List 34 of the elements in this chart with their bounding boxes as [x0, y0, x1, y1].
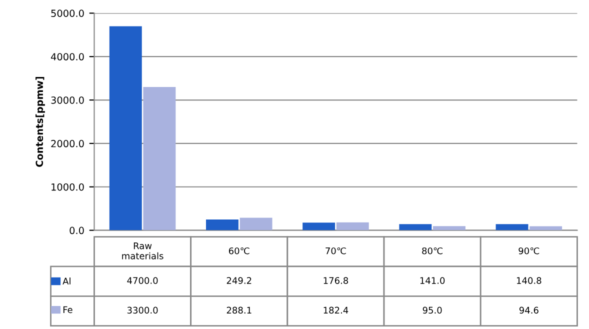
data-label: 140.8: [516, 277, 542, 284]
data-label: 141.0: [420, 277, 445, 284]
data-label: 288.1: [226, 306, 252, 314]
y-tick-label: 2000.0: [51, 140, 84, 148]
data-label: 94.6: [519, 306, 538, 314]
x-tick-label: 70℃: [326, 247, 346, 254]
legend-label: Fe: [63, 306, 72, 314]
data-label: 176.8: [324, 277, 348, 284]
x-tick-label: 90℃: [518, 247, 540, 254]
bar: [530, 226, 562, 230]
y-tick-label: 4000.0: [50, 53, 84, 60]
data-label: 3300.0: [127, 306, 158, 314]
legend-label: Al: [62, 278, 70, 284]
bar: [496, 224, 528, 230]
data-label: 4700.0: [127, 277, 158, 284]
y-tick-label: 5000.0: [51, 10, 84, 17]
y-tick-label: 0.0: [70, 226, 84, 234]
bar: [336, 222, 369, 230]
data-label: 182.4: [324, 306, 348, 314]
y-tick-label: 1000.0: [52, 183, 84, 191]
bar: [302, 222, 336, 230]
bar: [109, 26, 142, 230]
data-label: 95.0: [422, 306, 442, 314]
x-tick-label: 80℃: [422, 247, 443, 254]
y-axis-title: Contents[ppmw]: [36, 76, 45, 167]
bar: [240, 218, 272, 230]
bar: [206, 219, 238, 230]
data-label: 249.2: [226, 277, 252, 284]
bar: [143, 86, 176, 230]
bar: [399, 224, 432, 230]
x-tick-label: Raw materials: [122, 242, 164, 260]
y-tick-label: 3000.0: [51, 96, 84, 104]
x-tick-label: 60℃: [228, 247, 250, 254]
bar: [433, 226, 466, 230]
